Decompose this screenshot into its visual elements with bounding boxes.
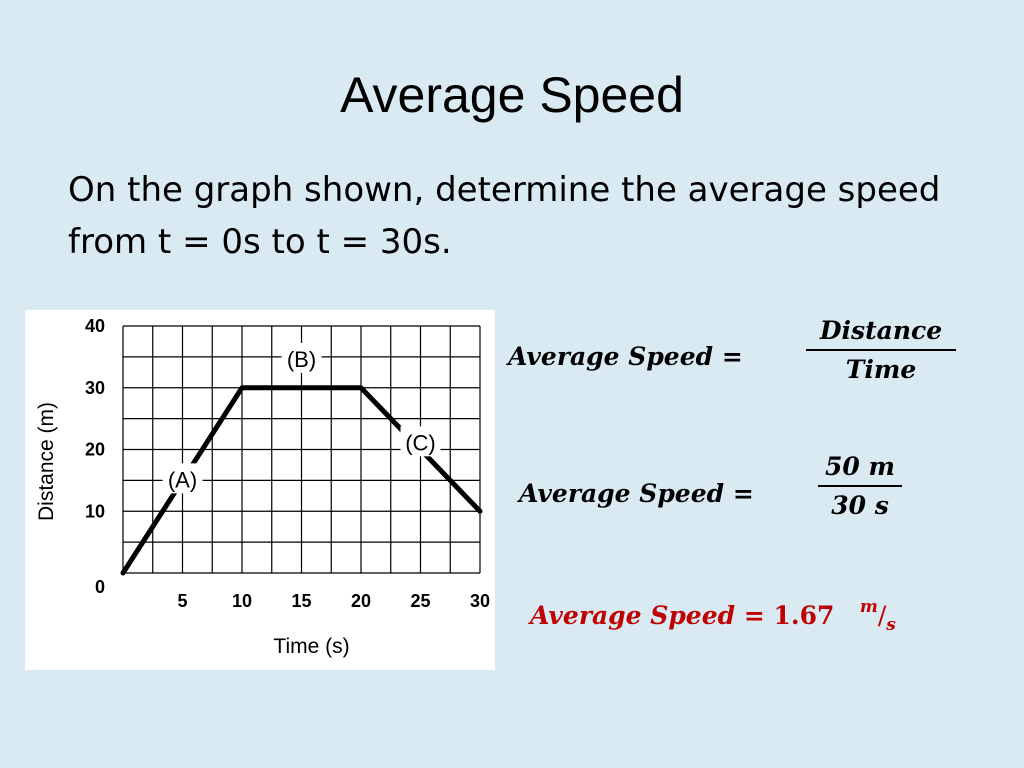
fraction-bar <box>806 349 956 351</box>
y-tick-label: 30 <box>85 378 105 398</box>
substitution-fraction: 50 m 30 s <box>818 452 902 520</box>
substitution-denominator: 30 s <box>831 491 889 520</box>
x-tick-label: 5 <box>177 591 187 611</box>
formula-numerator: Distance <box>819 316 943 345</box>
y-tick-label: 20 <box>85 440 105 460</box>
y-tick-label: 0 <box>95 577 105 597</box>
x-tick-label: 15 <box>291 591 311 611</box>
annotations: (A) (B) (C) <box>162 342 441 494</box>
formula-equals: = <box>721 342 743 371</box>
annotation-background <box>281 342 322 373</box>
x-tick-label: 10 <box>232 591 252 611</box>
y-axis-label: Distance (m) <box>35 402 58 521</box>
formula-fraction: Distance Time <box>806 316 956 384</box>
result-unit-numerator: m <box>859 597 878 617</box>
substitution-equation: Average Speed = <box>519 479 754 508</box>
result-equals: = <box>743 601 765 630</box>
tick-labels: 5 10 15 20 25 30 0 10 20 30 40 <box>85 316 490 611</box>
result-unit-slash: / <box>877 601 887 630</box>
grid <box>122 325 481 574</box>
substitution-equals: = <box>732 479 754 508</box>
distance-time-graph: 5 10 15 20 25 30 0 10 20 30 40 (A) (B) (C) Time (s) … <box>25 310 495 670</box>
annotation-label: (B) <box>287 347 316 372</box>
slide-title: Average Speed <box>340 67 684 123</box>
substitution-numerator: 50 m <box>825 452 895 481</box>
formula-denominator: Time <box>845 355 917 384</box>
annotation-label: (A) <box>168 467 197 492</box>
formula-lhs: Average Speed <box>508 342 714 371</box>
fraction-bar <box>818 485 902 487</box>
x-axis-label: Time (s) <box>273 635 349 658</box>
substitution-lhs: Average Speed <box>519 479 725 508</box>
x-tick-label: 25 <box>410 591 430 611</box>
annotation-label: (C) <box>405 430 436 455</box>
annotation-background <box>400 426 441 457</box>
question-text: On the graph shown, determine the averag… <box>68 170 941 262</box>
result-value: 1.67 <box>773 601 835 630</box>
y-tick-label: 10 <box>85 501 105 521</box>
result-equation: Average Speed = 1.67 m/s <box>530 597 896 635</box>
x-tick-label: 20 <box>351 591 371 611</box>
formula-equation: Average Speed = <box>508 342 743 371</box>
y-tick-label: 40 <box>85 316 105 336</box>
x-tick-label: 30 <box>470 591 490 611</box>
result-lhs: Average Speed <box>530 601 736 630</box>
result-unit-denominator: s <box>886 615 896 635</box>
annotation-background <box>162 463 203 494</box>
